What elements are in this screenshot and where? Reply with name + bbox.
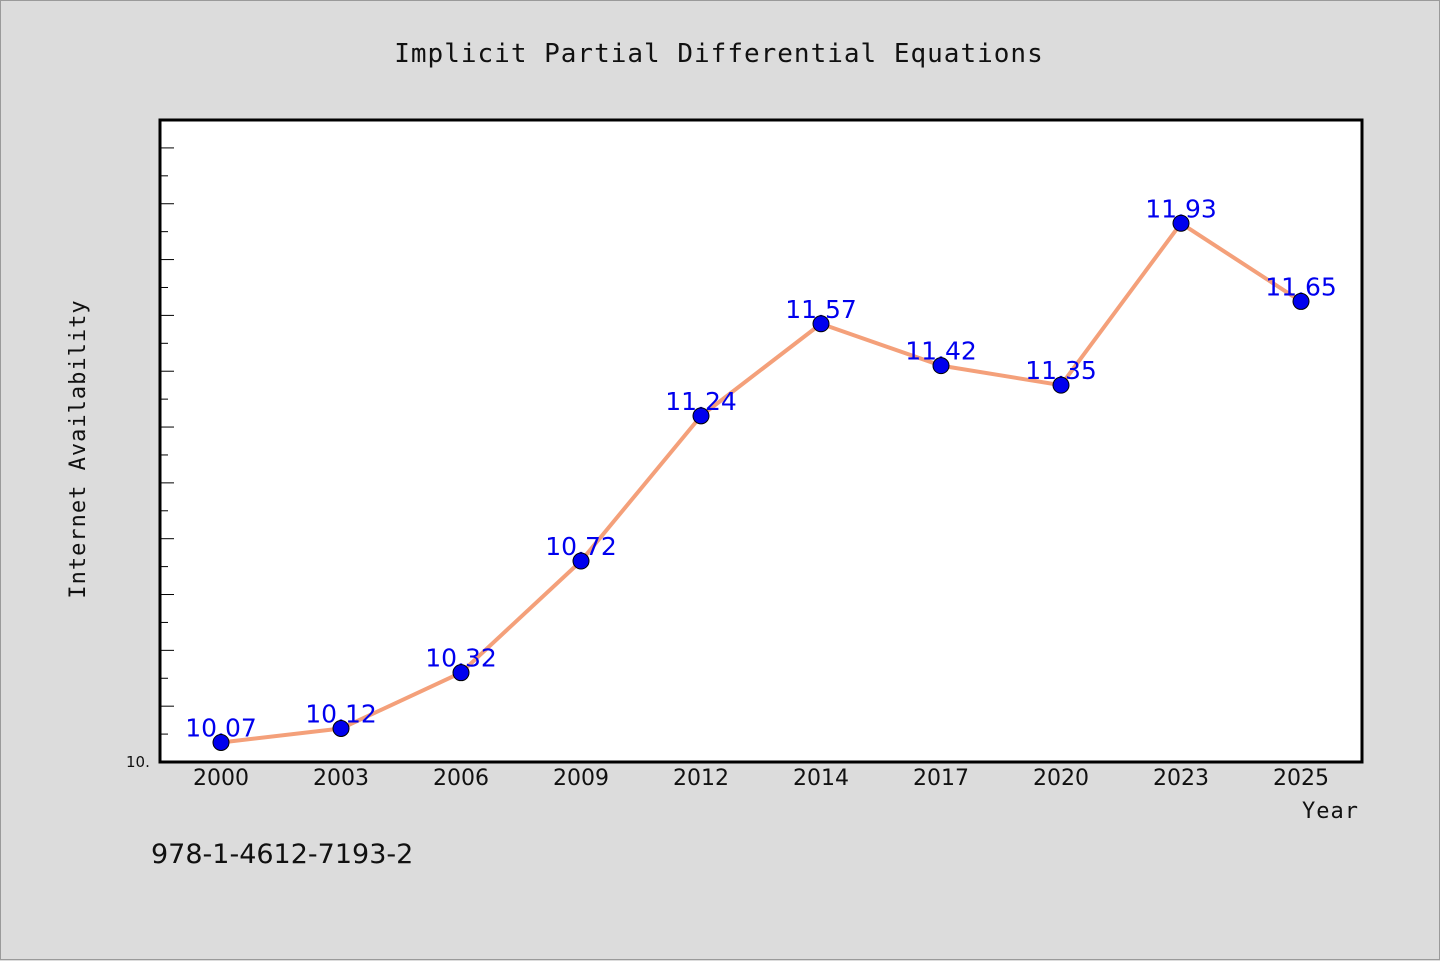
data-point — [452, 664, 470, 682]
x-tick-label: 2023 — [1153, 766, 1209, 791]
x-tick-label: 2025 — [1273, 766, 1329, 791]
x-tick-label: 2014 — [793, 766, 849, 791]
chart-title: Implicit Partial Differential Equations — [394, 39, 1043, 69]
x-tick-label: 2000 — [193, 766, 249, 791]
data-points — [212, 214, 1310, 751]
x-tick-label: 2006 — [433, 766, 489, 791]
data-point — [1292, 292, 1310, 310]
y-axis-title: Internet Availability — [66, 299, 91, 598]
x-axis-title: Year — [1302, 799, 1359, 824]
data-point — [572, 552, 590, 570]
plot-area — [158, 118, 1364, 764]
data-point — [1052, 376, 1070, 394]
series-line — [219, 221, 1303, 745]
x-tick-label: 2009 — [553, 766, 609, 791]
x-axis-ticks: 2000 2003 2006 2009 2012 2014 2017 2020 2023 2025 — [193, 766, 1329, 791]
data-point — [932, 357, 950, 375]
isbn-text: 978-1-4612-7193-2 — [151, 839, 413, 870]
x-tick-label: 2012 — [673, 766, 729, 791]
data-point — [212, 733, 230, 751]
x-tick-label: 2003 — [313, 766, 369, 791]
data-point — [692, 407, 710, 425]
x-tick-label: 2017 — [913, 766, 969, 791]
y-axis-min-label: 10. — [126, 753, 150, 771]
data-point — [812, 315, 830, 333]
x-tick-label: 2020 — [1033, 766, 1089, 791]
y-axis-ticks — [160, 147, 174, 763]
data-point — [1172, 214, 1190, 232]
data-point — [332, 720, 350, 738]
